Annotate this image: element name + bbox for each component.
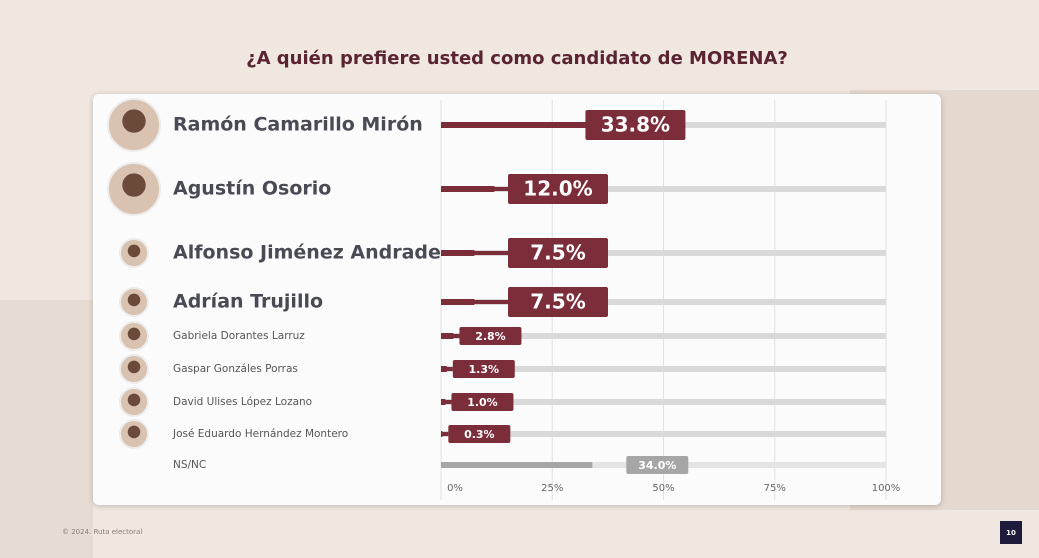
bar-track bbox=[441, 399, 886, 405]
value-label-box bbox=[508, 287, 608, 317]
chart-title: ¿A quién prefiere usted como candidato d… bbox=[246, 48, 788, 69]
bar-track bbox=[441, 299, 886, 305]
bar-connector bbox=[441, 334, 460, 338]
background-crowd bbox=[0, 300, 93, 558]
category-label: Ramón Camarillo Mirón bbox=[173, 114, 423, 136]
bar-connector bbox=[441, 400, 452, 404]
page-number-box bbox=[1000, 521, 1022, 544]
category-label: Agustín Osorio bbox=[173, 178, 331, 200]
value-label-box bbox=[451, 393, 514, 411]
x-tick-label: 25% bbox=[541, 483, 563, 494]
value-label-box bbox=[448, 425, 511, 443]
x-tick-label: 50% bbox=[652, 483, 674, 494]
bar bbox=[441, 462, 593, 468]
bar-track bbox=[441, 250, 886, 256]
value-label: 2.8% bbox=[475, 330, 506, 343]
bar-connector bbox=[441, 187, 508, 191]
value-label: 12.0% bbox=[523, 177, 592, 201]
value-label-box bbox=[459, 327, 522, 345]
category-label: David Ulises López Lozano bbox=[173, 396, 312, 408]
avatar-head bbox=[122, 109, 146, 133]
value-label-box bbox=[508, 238, 608, 268]
value-label: 0.3% bbox=[464, 428, 495, 441]
bar-connector bbox=[441, 432, 449, 436]
x-tick-label: 0% bbox=[447, 483, 463, 494]
avatar-head bbox=[127, 393, 141, 407]
value-label: 1.3% bbox=[469, 363, 500, 376]
value-label-box bbox=[508, 174, 608, 204]
bar-track bbox=[441, 186, 886, 192]
bar-connector bbox=[441, 300, 508, 304]
x-tick-label: 100% bbox=[872, 483, 901, 494]
value-label: 34.0% bbox=[638, 459, 676, 472]
x-tick-label: 75% bbox=[764, 483, 786, 494]
category-label: Gabriela Dorantes Larruz bbox=[173, 330, 305, 342]
category-label: José Eduardo Hernández Montero bbox=[172, 428, 348, 440]
value-label: 7.5% bbox=[530, 241, 585, 265]
value-label: 7.5% bbox=[530, 290, 585, 314]
bar-track bbox=[441, 333, 886, 339]
avatar-head bbox=[127, 244, 141, 258]
category-label: Alfonso Jiménez Andrade bbox=[173, 242, 441, 264]
bar-connector bbox=[441, 367, 453, 371]
copyright: © 2024. Ruta electoral bbox=[62, 528, 142, 536]
value-label: 33.8% bbox=[601, 113, 670, 137]
value-label-box bbox=[626, 456, 689, 474]
bar-track bbox=[441, 431, 886, 437]
avatar-head bbox=[127, 425, 141, 439]
bar-connector bbox=[441, 123, 586, 127]
category-label: Gaspar Gonzáles Porras bbox=[173, 363, 298, 375]
bar-track bbox=[441, 366, 886, 372]
avatar-head bbox=[127, 360, 141, 374]
avatar-head bbox=[127, 327, 141, 341]
value-label: 1.0% bbox=[467, 396, 498, 409]
bar-connector bbox=[441, 251, 508, 255]
value-label-box bbox=[452, 360, 515, 378]
page-number: 10 bbox=[1006, 529, 1016, 537]
category-label: NS/NC bbox=[173, 459, 206, 471]
value-label-box bbox=[585, 110, 686, 140]
category-label: Adrían Trujillo bbox=[173, 291, 323, 313]
avatar-head bbox=[127, 293, 141, 307]
avatar-head bbox=[122, 173, 146, 197]
